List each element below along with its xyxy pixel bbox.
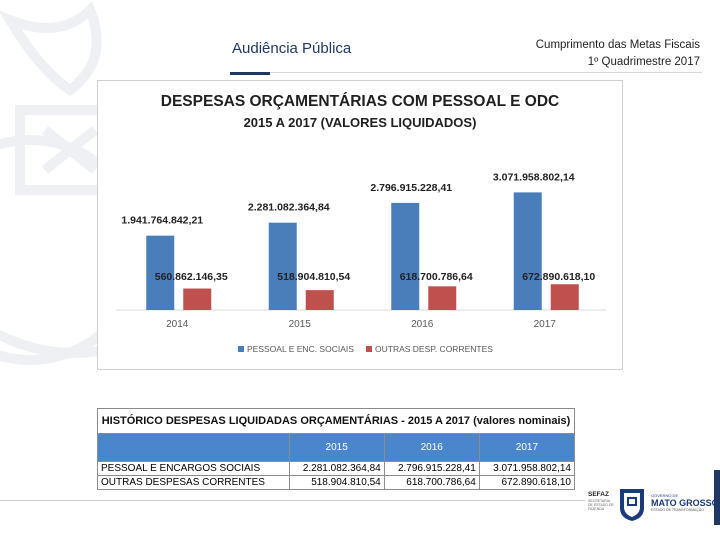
chart-title: DESPESAS ORÇAMENTÁRIAS COM PESSOAL E ODC [160, 93, 560, 110]
cell-value: 3.071.958.802,14 [478, 461, 576, 476]
x-tick-label: 2015 [289, 319, 312, 330]
cell-value: 518.904.810,54 [288, 475, 385, 490]
table-row: PESSOAL E ENCARGOS SOCIAIS 2.281.082.364… [97, 461, 576, 476]
x-tick-label: 2014 [166, 319, 189, 330]
cell-value: 2.281.082.364,84 [288, 461, 385, 476]
sefaz-logo: SEFAZ SECRETARIA DE ESTADO DE FAZENDA [588, 491, 614, 511]
bar-pessoal-2014 [146, 235, 175, 310]
data-label: 560.862.146,35 [155, 271, 228, 283]
cell-value: 618.700.786,64 [383, 475, 480, 490]
footer-rule [0, 500, 585, 501]
bar-pessoal-2017 [513, 192, 542, 310]
data-label: 618.700.786,64 [400, 271, 473, 283]
bar-outras-2014 [183, 288, 212, 310]
government-logo: GOVERNO DE MATO GROSSO ESTADO DE TRANSFO… [651, 493, 719, 513]
x-tick-label: 2017 [534, 319, 557, 330]
table-header-2017: 2017 [478, 433, 576, 462]
bar-pessoal-2015 [268, 222, 297, 310]
header-rule [270, 72, 702, 73]
legend-swatch [238, 346, 244, 352]
bar-outras-2015 [305, 290, 334, 310]
page-title: Audiência Pública [232, 40, 352, 57]
sefaz-sub: SECRETARIA DE ESTADO DE FAZENDA [588, 499, 614, 511]
footer-logos: SEFAZ SECRETARIA DE ESTADO DE FAZENDA GO… [588, 486, 720, 522]
state-crest-icon [620, 489, 644, 521]
gov-line-3: ESTADO DE TRANSFORMAÇÃO [651, 508, 704, 512]
data-label: 672.890.618,10 [522, 271, 595, 283]
legend-swatch [366, 346, 372, 352]
gov-line-1: GOVERNO DE [651, 493, 679, 498]
data-label: 518.904.810,54 [277, 271, 350, 283]
bar-chart: DESPESAS ORÇAMENTÁRIAS COM PESSOAL E ODC… [97, 80, 623, 370]
data-label: 1.941.764.842,21 [121, 215, 203, 227]
table-header-blank [97, 433, 290, 462]
data-label: 3.071.958.802,14 [493, 171, 575, 183]
chart-subtitle: 2015 A 2017 (VALORES LIQUIDADOS) [243, 115, 477, 130]
table-header-2015: 2015 [288, 433, 385, 462]
chart-canvas: 1.941.764.842,21 560.862.146,35 2014 2.281.… [116, 171, 606, 354]
bar-outras-2017 [550, 284, 579, 310]
cell-value: 672.890.618,10 [478, 475, 576, 490]
title-underline [230, 72, 270, 75]
history-table: HISTÓRICO DESPESAS LIQUIDADAS ORÇAMENTÁR… [97, 408, 576, 490]
subtitle-line-1: Cumprimento das Metas Fiscais [535, 39, 700, 51]
header-subtitle: Cumprimento das Metas Fiscais 1º Quadrim… [536, 37, 700, 71]
table-title: HISTÓRICO DESPESAS LIQUIDADAS ORÇAMENTÁR… [97, 408, 575, 434]
table-row: OUTRAS DESPESAS CORRENTES 518.904.810,54… [97, 475, 576, 490]
subtitle-line-2: 1º Quadrimestre 2017 [587, 56, 700, 68]
data-label: 2.281.082.364,84 [248, 202, 330, 214]
x-tick-label: 2016 [411, 319, 434, 330]
row-label: OUTRAS DESPESAS CORRENTES [97, 475, 290, 490]
row-label: PESSOAL E ENCARGOS SOCIAIS [97, 461, 290, 476]
data-label: 2.796.915.228,41 [370, 182, 452, 194]
bar-outras-2016 [428, 286, 457, 310]
side-accent-bar [714, 470, 720, 525]
sefaz-label: SEFAZ [588, 491, 609, 498]
legend-label: OUTRAS DESP. CORRENTES [375, 344, 493, 354]
gov-line-2: MATO GROSSO [651, 498, 719, 508]
table-header-2016: 2016 [383, 433, 480, 462]
cell-value: 2.796.915.228,41 [383, 461, 480, 476]
legend-label: PESSOAL E ENC. SOCIAIS [247, 344, 354, 354]
bar-pessoal-2016 [391, 202, 420, 310]
